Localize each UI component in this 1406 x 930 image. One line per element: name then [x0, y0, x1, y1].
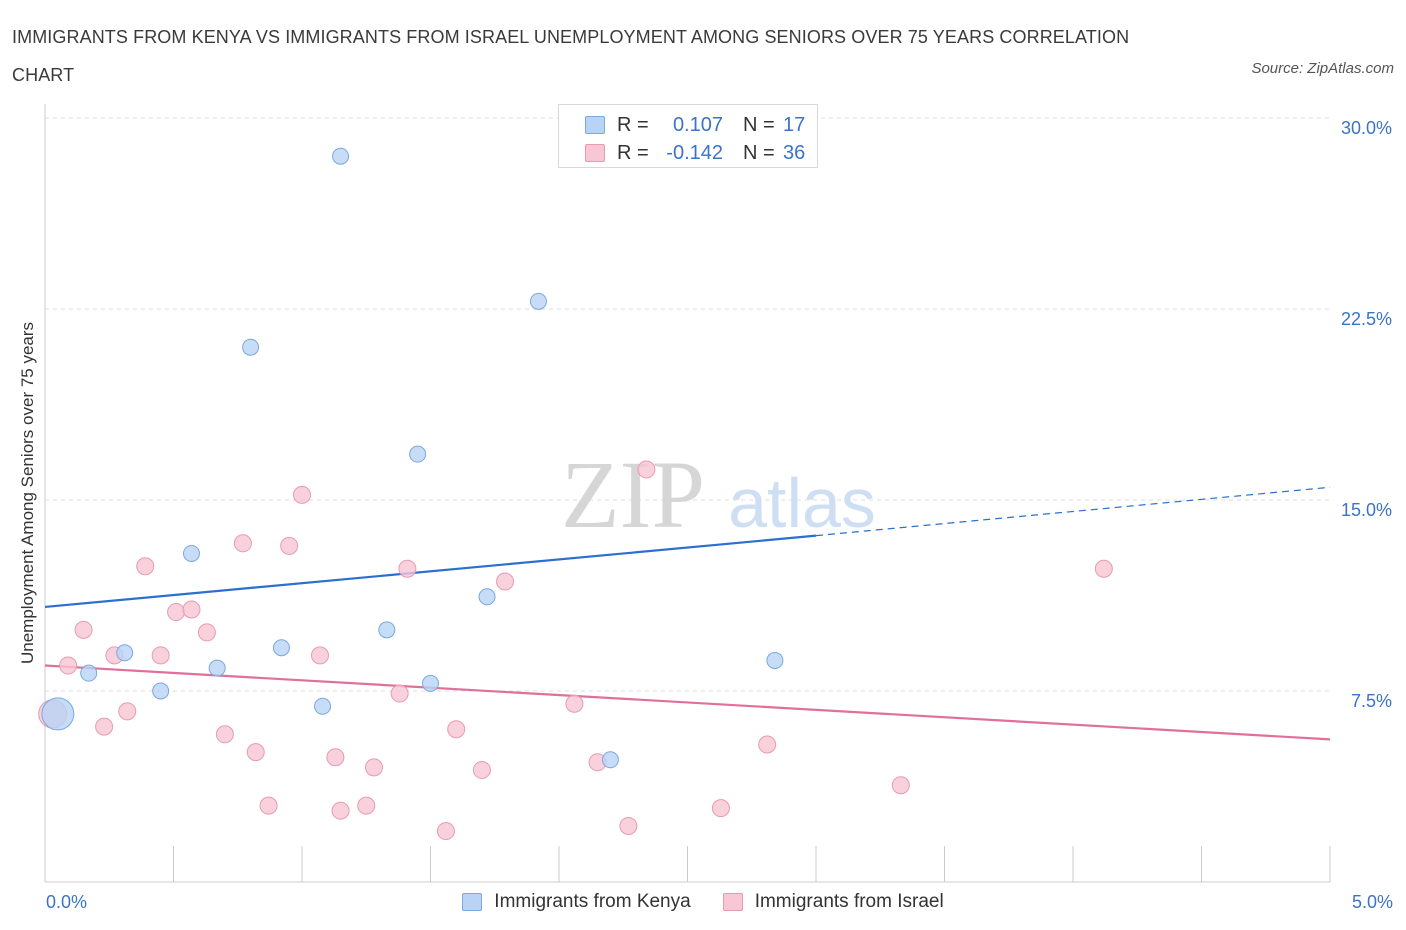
israel-point	[390, 684, 409, 703]
legend-item-israel: Immigrants from Israel	[722, 891, 944, 913]
watermark: ZIP atlas	[561, 441, 876, 548]
kenya-point	[409, 445, 427, 463]
israel-point	[436, 822, 455, 841]
n-label: N =	[743, 141, 775, 164]
kenya-point	[314, 697, 332, 715]
r-value: -0.142	[666, 141, 723, 164]
grid-layer	[45, 117, 1330, 692]
points-layer	[38, 147, 1113, 841]
kenya-point	[208, 659, 226, 677]
israel-point	[357, 796, 376, 815]
tick-label-layer: 7.5% 15.0% 22.5% 30.0% 0.0% 5.0%	[46, 118, 1393, 912]
israel-point	[398, 559, 417, 578]
israel-point	[310, 646, 329, 665]
r-value: 0.107	[672, 113, 723, 136]
y-tick-label: 30.0%	[1341, 118, 1392, 138]
israel-trend-line	[44, 664, 1331, 741]
israel-point	[233, 534, 252, 553]
kenya-point	[116, 644, 134, 662]
series-legend: Immigrants from Kenya Immigrants from Is…	[0, 888, 1406, 916]
kenya-point	[766, 651, 784, 669]
israel-point	[259, 796, 278, 815]
x-tick-label: 0.0%	[46, 892, 87, 912]
kenya-point	[182, 544, 200, 562]
legend-label-israel: Immigrants from Israel	[754, 891, 944, 912]
israel-point	[326, 748, 345, 767]
kenya-point	[378, 621, 396, 639]
israel-point	[711, 799, 730, 818]
kenya-trend-extension	[815, 486, 1331, 537]
israel-point	[136, 557, 155, 576]
y-tick-label: 7.5%	[1351, 691, 1392, 711]
kenya-point	[80, 664, 98, 682]
kenya-point	[601, 751, 619, 769]
israel-point	[364, 758, 383, 777]
kenya-swatch	[585, 116, 605, 134]
n-label: N =	[743, 113, 775, 136]
israel-point	[565, 694, 584, 713]
israel-point	[758, 735, 777, 754]
israel-point	[215, 725, 234, 744]
kenya-point	[478, 588, 496, 606]
chart-title: IMMIGRANTS FROM KENYA VS IMMIGRANTS FROM…	[12, 27, 1130, 85]
legend-item-kenya: Immigrants from Kenya	[462, 891, 691, 913]
r-label: R =	[617, 141, 649, 164]
kenya-point	[152, 682, 170, 700]
watermark-zip: ZIP	[561, 441, 705, 548]
legend-row-kenya: R = 0.107 N = 17	[585, 113, 805, 137]
israel-point	[496, 572, 515, 591]
axis-layer	[44, 104, 1331, 883]
israel-point	[246, 743, 265, 762]
kenya-point	[332, 147, 350, 165]
kenya-trend-line	[44, 534, 817, 609]
n-value: 17	[783, 113, 806, 136]
n-value: 36	[783, 141, 806, 164]
israel-point	[118, 702, 137, 721]
kenya-point	[242, 338, 260, 356]
israel-point	[95, 717, 114, 736]
israel-point	[637, 460, 656, 479]
israel-point	[331, 801, 350, 820]
israel-point	[59, 656, 78, 675]
israel-point	[197, 623, 216, 642]
israel-point	[182, 600, 201, 619]
israel-point	[447, 720, 466, 739]
y-tick-label: 22.5%	[1341, 309, 1392, 329]
watermark-atlas: atlas	[728, 464, 876, 542]
israel-point	[167, 603, 186, 622]
x-tick-label: 5.0%	[1352, 892, 1393, 912]
trend-layer	[44, 486, 1331, 741]
israel-point	[74, 620, 93, 639]
israel-point	[151, 646, 170, 665]
y-axis-label: Unemployment Among Seniors over 75 years	[18, 321, 37, 665]
israel-swatch	[585, 144, 605, 162]
kenya-point	[529, 292, 547, 310]
source-label: Source: ZipAtlas.com	[1251, 60, 1394, 77]
israel-point	[1094, 559, 1113, 578]
legend-label-kenya: Immigrants from Kenya	[494, 891, 691, 912]
israel-point	[619, 816, 638, 835]
israel-point	[293, 485, 311, 504]
israel-point	[280, 536, 299, 555]
kenya-point	[422, 674, 439, 692]
israel-swatch	[722, 893, 743, 911]
r-label: R =	[617, 113, 649, 136]
y-tick-label: 15.0%	[1341, 500, 1392, 520]
legend-row-israel: R = -0.142 N = 36	[585, 141, 805, 165]
correlation-legend: R = 0.107 N = 17 R = -0.142 N = 36	[558, 104, 818, 168]
kenya-point	[41, 697, 75, 731]
kenya-point	[272, 639, 290, 657]
israel-point	[891, 776, 910, 795]
kenya-swatch	[462, 893, 483, 911]
israel-point	[472, 760, 491, 779]
